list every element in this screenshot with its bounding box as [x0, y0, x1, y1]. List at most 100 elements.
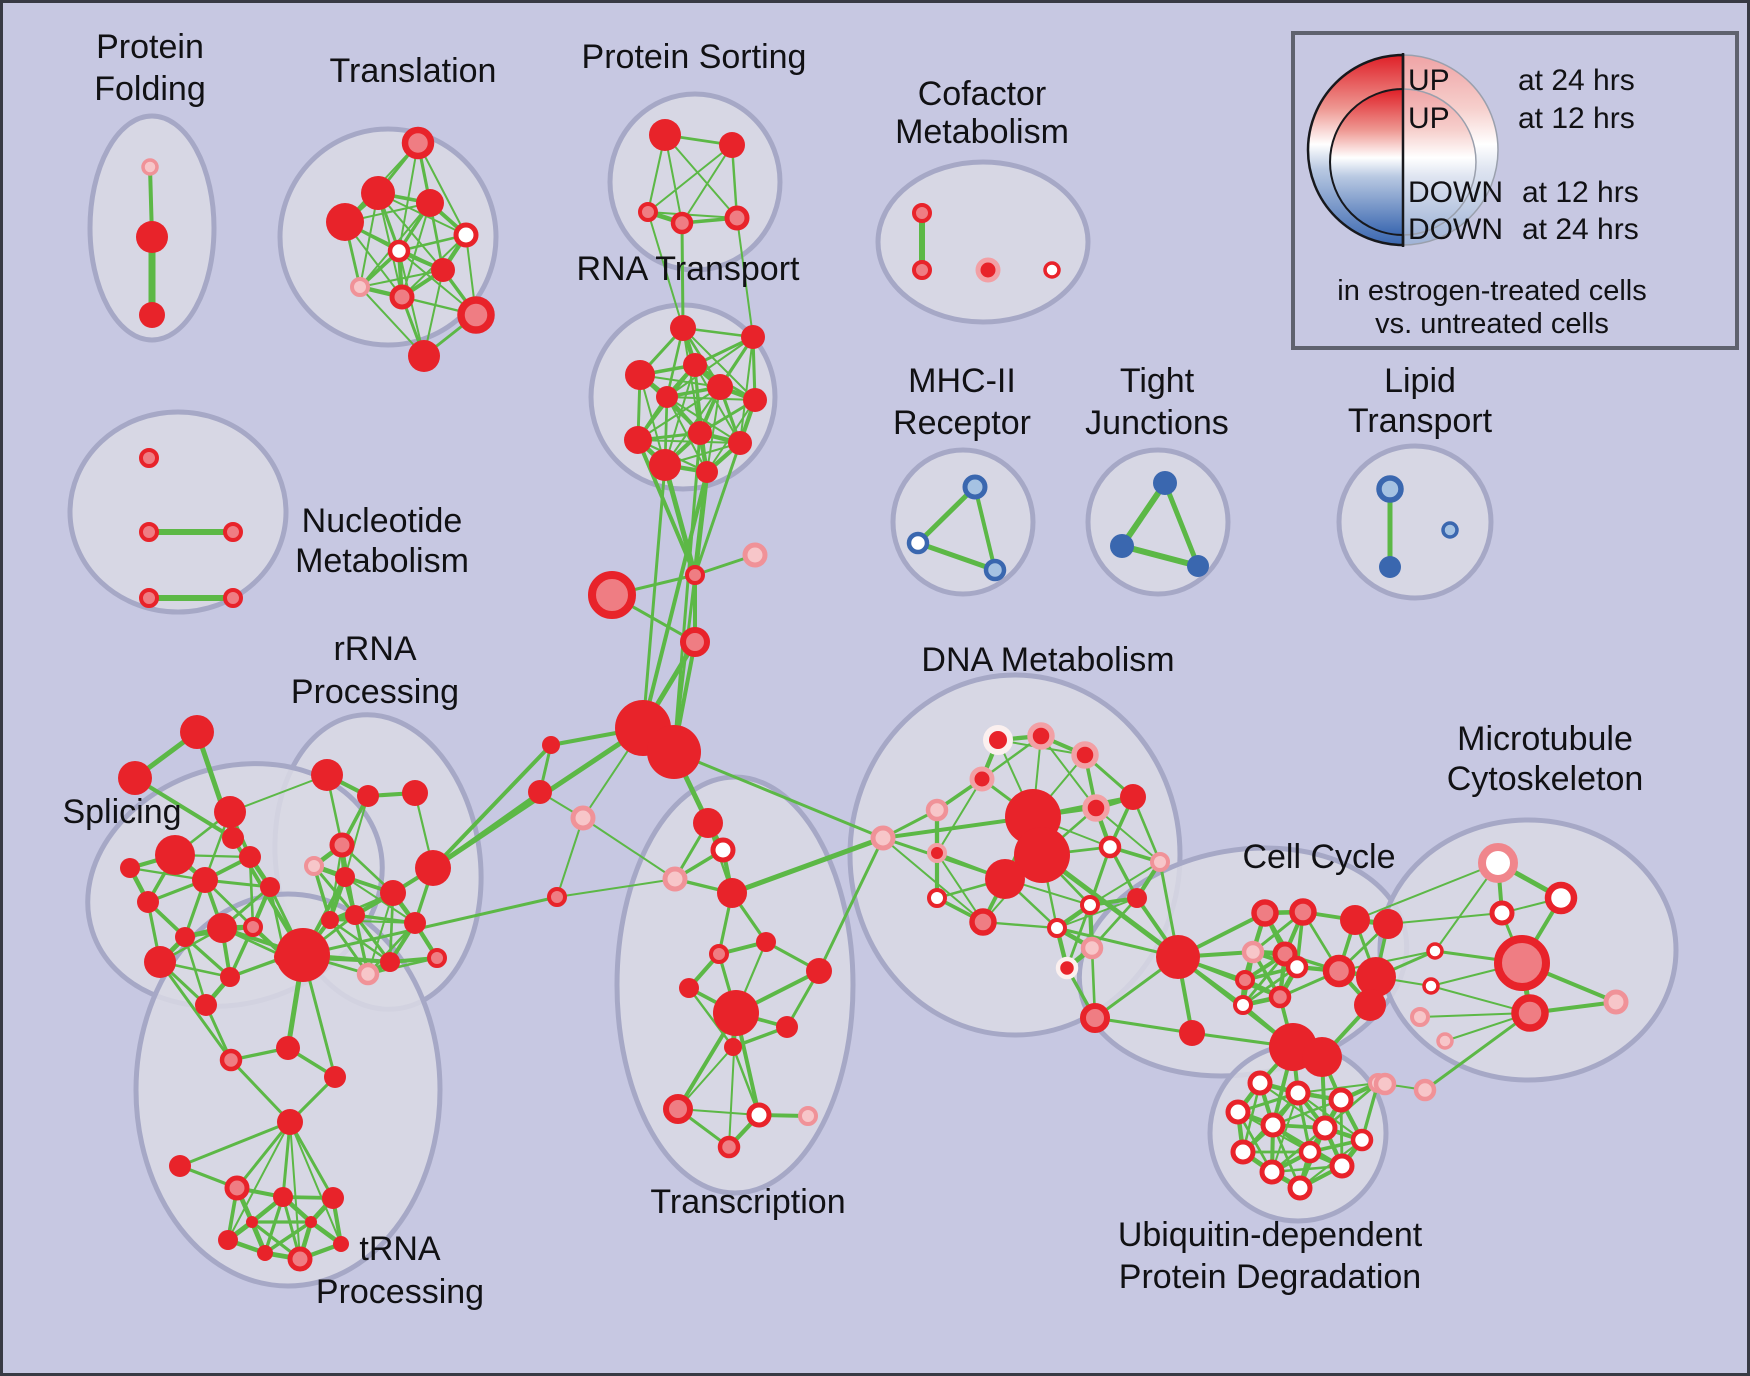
- node-tn5: [169, 1155, 191, 1177]
- node-tn11: [287, 1246, 313, 1272]
- network-edge: [556, 878, 676, 898]
- node-tj2: [1110, 534, 1134, 558]
- network-edge: [637, 439, 741, 444]
- network-edge: [328, 843, 344, 922]
- node-tj1: [1153, 471, 1177, 495]
- node-tn12: [333, 1236, 349, 1252]
- network-nodes: [118, 119, 1629, 1272]
- node-spl6: [239, 846, 261, 868]
- node-rr10: [345, 905, 365, 925]
- network-edge: [344, 795, 369, 878]
- node-dm15: [927, 888, 947, 908]
- node-rr6: [335, 867, 355, 887]
- node-cc2: [1289, 898, 1317, 926]
- legend-down12-label: DOWN: [1408, 176, 1503, 209]
- node-pf2: [136, 221, 168, 253]
- network-edge: [666, 396, 756, 401]
- node-rt1: [670, 315, 696, 341]
- node-h2: [647, 725, 701, 779]
- node-tx6: [709, 944, 729, 964]
- node-spl4: [192, 867, 218, 893]
- legend-down24-time: at 24 hrs: [1522, 213, 1639, 246]
- cluster-label-rt: RNA Transport: [577, 250, 801, 288]
- cluster-labels: Protein Folding Translation Protein Sorting…: [62, 28, 1643, 1311]
- node-dm5: [925, 798, 949, 822]
- node-s8: [547, 887, 567, 907]
- network-edge: [936, 778, 983, 854]
- node-rr13: [427, 948, 447, 968]
- network-edge: [1162, 480, 1201, 569]
- node-tn14: [305, 1216, 317, 1228]
- node-s6: [528, 780, 552, 804]
- node-ccb: [1156, 935, 1200, 979]
- node-dm1: [983, 725, 1013, 755]
- node-spl8: [207, 913, 237, 943]
- node-cf1: [912, 203, 932, 223]
- node-rt10: [728, 431, 752, 455]
- cluster-label-tr: Translation: [330, 52, 497, 90]
- network-edge: [666, 396, 741, 444]
- node-tn13: [246, 1216, 258, 1228]
- node-tr5: [453, 222, 479, 248]
- node-mh2: [906, 531, 930, 555]
- cluster-ellipse-nm: [67, 409, 289, 615]
- network-edge: [687, 986, 735, 1049]
- legend-ring-inner-right: [1402, 88, 1477, 236]
- node-tx14: [798, 1106, 818, 1126]
- node-cf4: [1043, 261, 1061, 279]
- legend-ring-inner-left: [1329, 87, 1404, 237]
- node-tx10: [776, 1016, 798, 1038]
- node-cf3: [975, 257, 1001, 283]
- cluster-ellipse-lp: [1336, 443, 1494, 601]
- node-dm14: [1127, 888, 1147, 908]
- node-tx8: [713, 990, 759, 1036]
- node-ub8: [1230, 1139, 1256, 1165]
- network-edge: [647, 211, 738, 219]
- node-rr1: [311, 759, 343, 791]
- network-edge: [312, 864, 357, 917]
- node-tr8: [350, 277, 370, 297]
- node-mt9: [1410, 1007, 1430, 1027]
- node-ub11: [1329, 1153, 1355, 1179]
- network-edge: [647, 211, 684, 329]
- node-spl11: [243, 917, 263, 937]
- node-pf1: [141, 158, 159, 176]
- node-tn3: [324, 1066, 346, 1088]
- node-ps5: [724, 205, 750, 231]
- legend-up12-label: UP: [1408, 102, 1450, 135]
- node-ps1: [649, 119, 681, 151]
- node-mt6: [1494, 935, 1550, 991]
- cluster-ellipse-tn: [133, 891, 443, 1289]
- node-tj3: [1187, 555, 1209, 577]
- node-rt11: [649, 449, 681, 481]
- node-mt1: [1478, 843, 1518, 883]
- node-rr12: [356, 962, 380, 986]
- node-ps4: [670, 211, 694, 235]
- network-edge: [1039, 852, 1181, 960]
- node-spl10: [144, 946, 176, 978]
- node-ub1: [1247, 1070, 1273, 1096]
- node-dm3: [1071, 741, 1099, 769]
- cluster-ellipse-tj: [1085, 447, 1231, 597]
- network-edge: [1119, 480, 1168, 549]
- cluster-label-dm: DNA Metabolism: [921, 641, 1174, 679]
- network-edge: [1040, 735, 1097, 809]
- node-tn6: [224, 1175, 250, 1201]
- node-tr3: [326, 203, 364, 241]
- node-dmc: [870, 825, 896, 851]
- node-s4: [680, 627, 710, 657]
- network-edge: [692, 469, 710, 578]
- node-rrg: [276, 928, 330, 982]
- network-edge: [693, 441, 742, 577]
- node-tn4: [277, 1109, 303, 1135]
- node-cc13: [1354, 989, 1386, 1021]
- cluster-label-tn: tRNA Processing: [316, 1230, 484, 1311]
- node-tx15: [717, 1135, 741, 1159]
- node-mh3: [983, 558, 1007, 582]
- network-edge: [289, 1121, 342, 1245]
- legend-up12-time: at 12 hrs: [1518, 102, 1635, 135]
- cluster-label-tx: Transcription: [650, 1183, 845, 1221]
- node-ub4: [1225, 1099, 1251, 1125]
- node-tx5: [756, 932, 776, 952]
